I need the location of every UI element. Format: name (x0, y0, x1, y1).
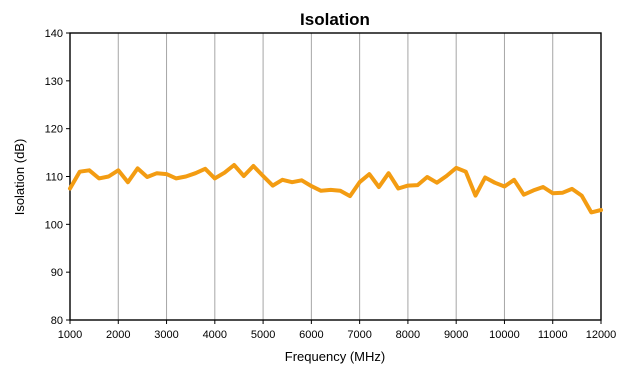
x-tick-label: 3000 (154, 329, 178, 341)
data-point (377, 185, 381, 189)
data-point (165, 172, 168, 176)
x-tick-label: 11000 (538, 329, 568, 341)
x-tick-label: 2000 (106, 329, 130, 341)
data-point (339, 189, 342, 192)
data-point (204, 167, 207, 170)
series-layer (68, 163, 603, 215)
data-point (271, 184, 274, 187)
data-point (252, 164, 255, 168)
data-point (522, 193, 525, 196)
x-tick-label: 9000 (444, 329, 468, 341)
data-point (223, 171, 226, 174)
data-point (416, 183, 419, 187)
x-tick-label: 4000 (203, 329, 227, 341)
data-point (599, 208, 603, 212)
data-point (474, 194, 477, 197)
data-point (107, 175, 110, 178)
y-tick-label: 100 (45, 219, 63, 231)
data-point (175, 177, 178, 180)
data-point (68, 187, 72, 190)
data-point (358, 181, 361, 184)
data-point (290, 181, 294, 184)
data-point (464, 170, 467, 173)
data-point (155, 172, 159, 175)
data-point (78, 170, 81, 173)
x-tick-label: 8000 (396, 329, 420, 341)
data-point (387, 172, 390, 175)
data-point (397, 187, 400, 190)
data-point (232, 163, 236, 167)
data-point (136, 167, 139, 170)
data-point (146, 175, 149, 179)
data-point (348, 194, 352, 198)
data-point (97, 177, 101, 180)
data-point (88, 169, 91, 172)
chart-title: Isolation (300, 10, 370, 29)
data-point (455, 166, 458, 170)
y-tick-label: 140 (45, 28, 63, 40)
data-point (493, 181, 496, 184)
data-point (281, 178, 284, 181)
data-point (213, 177, 216, 180)
x-tick-label: 10000 (489, 329, 520, 341)
y-tick-label: 130 (45, 76, 63, 88)
data-point (261, 174, 265, 178)
data-point (445, 174, 448, 178)
data-point (194, 172, 197, 175)
x-tick-label: 12000 (586, 329, 617, 341)
data-point (242, 174, 245, 178)
x-tick-label: 1000 (58, 329, 82, 341)
x-tick-label: 7000 (347, 329, 371, 341)
data-point (532, 189, 535, 192)
data-point (310, 184, 313, 188)
series-line-0 (68, 163, 603, 215)
x-axis-label: Frequency (MHz) (285, 349, 385, 364)
y-tick-label: 80 (51, 315, 63, 327)
x-tick-label: 5000 (251, 329, 275, 341)
data-point (426, 175, 429, 179)
data-point (561, 191, 564, 194)
y-tick-label: 120 (45, 124, 63, 136)
data-point (319, 189, 323, 192)
y-axis-label: Isolation (dB) (12, 139, 27, 216)
data-point (570, 187, 574, 191)
y-tick-label: 90 (51, 267, 63, 279)
data-point (117, 169, 120, 172)
data-point (590, 211, 593, 214)
y-axis-ticks: 80 90 100 110 120 130 140 (45, 28, 70, 327)
data-point (580, 194, 583, 197)
data-point (512, 178, 516, 181)
x-tick-label: 6000 (299, 329, 323, 341)
data-point (503, 185, 506, 188)
data-point (300, 179, 303, 182)
data-point (329, 188, 332, 192)
data-point (435, 181, 439, 184)
data-point (551, 192, 554, 195)
data-point (541, 185, 545, 189)
data-point (483, 176, 487, 179)
gridlines (117, 33, 554, 320)
x-axis-ticks: 1000 2000 3000 4000 5000 6000 7000 8000 9000 1000… (58, 320, 617, 341)
data-point (368, 172, 371, 176)
data-point (184, 175, 188, 178)
data-point (126, 181, 130, 184)
data-point (406, 184, 410, 187)
y-tick-label: 110 (45, 172, 63, 184)
